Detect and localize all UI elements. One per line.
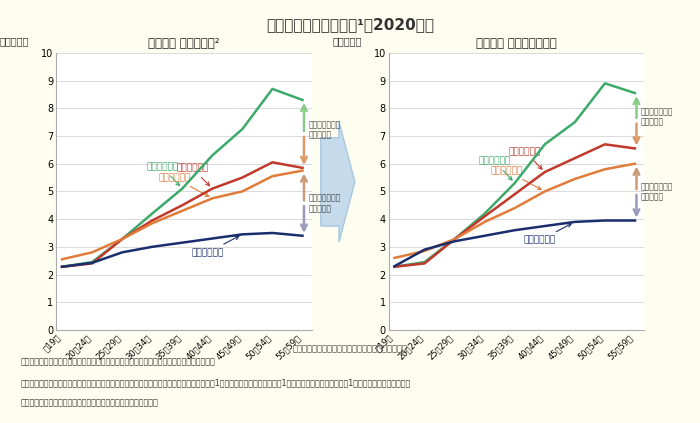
Text: １．さきまって支給される現金給与額と賞与その他特別給与額を年収換算した値を示した。: １．さきまって支給される現金給与額と賞与その他特別給与額を年収換算した値を示した…	[21, 357, 216, 366]
Text: 女性・大学卒: 女性・大学卒	[509, 147, 542, 169]
Text: 男性・大学卒: 男性・大学卒	[146, 162, 179, 186]
Text: （厚生労働省「賃金構造基本統計調査」より作成）: （厚生労働省「賃金構造基本統計調査」より作成）	[293, 345, 407, 354]
Text: 男性・高校卒: 男性・高校卒	[491, 166, 541, 190]
Title: 【図１】 一般労働者²: 【図１】 一般労働者²	[148, 37, 220, 50]
Text: 男女別・学歴別の年収¹（2020年）: 男女別・学歴別の年収¹（2020年）	[266, 17, 434, 32]
Text: 男性・大学卒: 男性・大学卒	[479, 157, 512, 180]
Text: 男性・高校卒: 男性・高校卒	[158, 173, 209, 196]
Text: ２．一般労働者とは、常用労働者のうち、「短時間労働者（同一事業所の一般の労働者より1日の所定労働時間が短い又は1日の所定労働時間が同じでも1週の所定労働時間が少: ２．一般労働者とは、常用労働者のうち、「短時間労働者（同一事業所の一般の労働者よ…	[21, 379, 412, 387]
Text: 男女間賃金格差
（大学卒）: 男女間賃金格差 （大学卒）	[309, 120, 341, 140]
Text: （百万円）: （百万円）	[0, 36, 29, 46]
Text: 女性・高校卒: 女性・高校卒	[191, 236, 239, 257]
Text: 労働者）」以外の正規雇用労働者および非正規雇用労働者。: 労働者）」以外の正規雇用労働者および非正規雇用労働者。	[21, 398, 159, 407]
Text: 女性・高校卒: 女性・高校卒	[524, 224, 571, 244]
Text: 男女間賃金格差
（高校卒）: 男女間賃金格差 （高校卒）	[309, 193, 341, 213]
FancyArrow shape	[321, 122, 355, 242]
Title: 【図２】 正社員・正職員: 【図２】 正社員・正職員	[476, 37, 556, 50]
Text: 女性・大学卒: 女性・大学卒	[176, 164, 209, 186]
Text: 男女間賃金格差
（高校卒）: 男女間賃金格差 （高校卒）	[641, 182, 673, 202]
Text: （百万円）: （百万円）	[332, 36, 362, 46]
Text: 男女間賃金格差
（大学卒）: 男女間賃金格差 （大学卒）	[641, 107, 673, 126]
